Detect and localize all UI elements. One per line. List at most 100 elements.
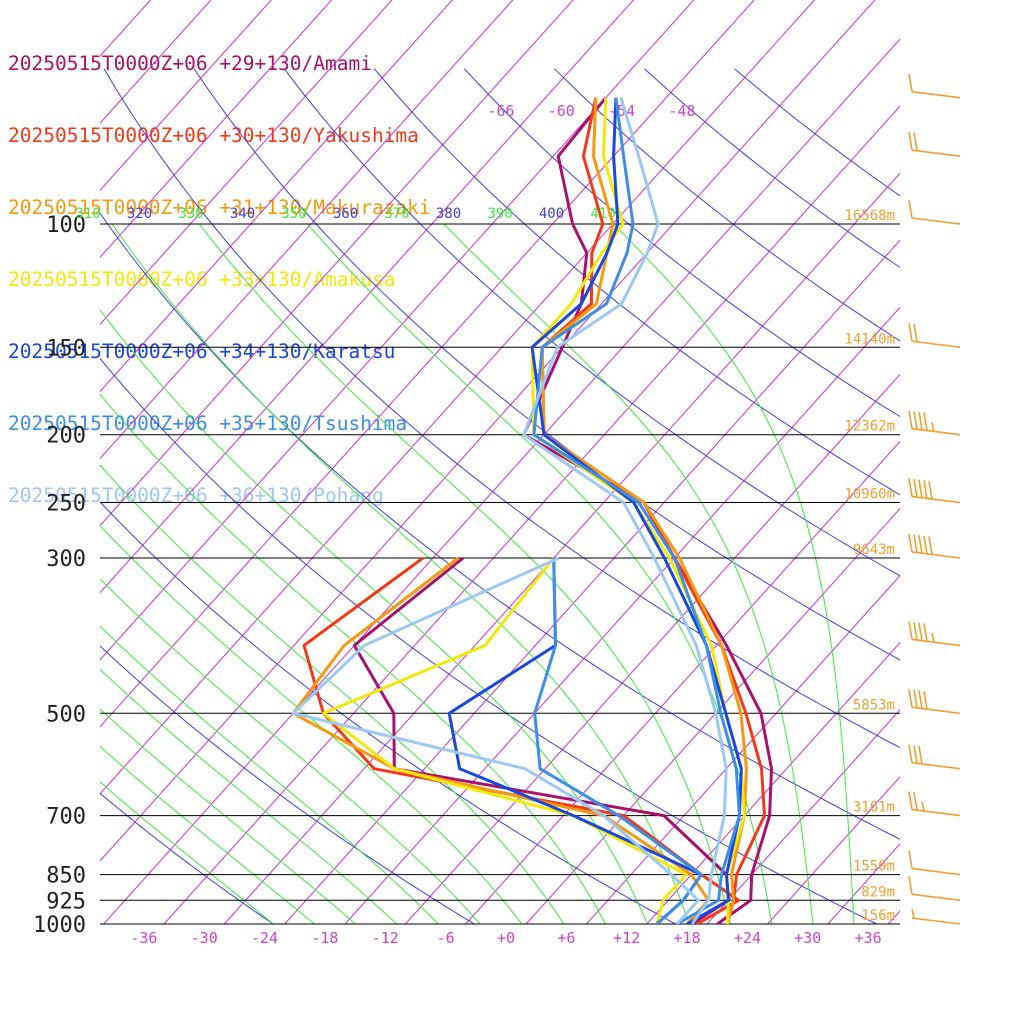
wind-barb bbox=[908, 689, 961, 715]
height-label: 5853m bbox=[853, 697, 895, 713]
moist-adiabat-line bbox=[100, 464, 565, 924]
isotherm-line bbox=[100, 0, 393, 326]
moist-adiabat-line bbox=[100, 668, 398, 924]
temperature-line bbox=[540, 97, 766, 924]
wind-barb bbox=[908, 533, 961, 559]
temperature-line bbox=[522, 97, 728, 924]
isotherm-line bbox=[100, 0, 695, 661]
height-labels: 16568m 14140m 12362m 10960m 9643m 5853m 3161m 1… bbox=[844, 208, 895, 924]
moist-adiabat-line bbox=[111, 223, 690, 924]
upper-temperature-labels: -66 -60 -54 -48 bbox=[487, 102, 695, 120]
moist-adiabat-line bbox=[100, 578, 481, 924]
legend-entry-amami: 20250515T0000Z+06 +29+130/Amami bbox=[8, 52, 372, 75]
wind-barb bbox=[908, 132, 961, 157]
temperature-line bbox=[532, 97, 741, 924]
dry-adiabat-line bbox=[373, 68, 900, 496]
moist-adiabat-line bbox=[100, 393, 607, 924]
isotherm-line bbox=[100, 0, 333, 259]
height-label: 9643m bbox=[853, 542, 895, 558]
moist-adiabat-line bbox=[443, 223, 814, 924]
isobar-lines bbox=[100, 223, 900, 925]
wind-barbs bbox=[908, 73, 961, 925]
dry-adiabat-line bbox=[100, 212, 900, 840]
temperature-tick: +18 bbox=[674, 929, 701, 947]
wind-barb bbox=[908, 410, 961, 436]
temperature-tick: -18 bbox=[311, 929, 338, 947]
dry-adiabat-line bbox=[100, 645, 476, 924]
wind-barb bbox=[911, 908, 961, 925]
isotherm-line bbox=[100, 0, 574, 527]
isotherm-line bbox=[465, 440, 900, 924]
height-label: 3161m bbox=[853, 800, 895, 816]
wind-barb bbox=[908, 478, 961, 504]
theta-label: 340 bbox=[230, 206, 255, 222]
pressure-label: 925 bbox=[46, 889, 86, 914]
isotherm-line bbox=[100, 0, 755, 728]
temperature-line bbox=[540, 97, 748, 924]
dewpoint-line bbox=[291, 556, 710, 924]
dry-adiabat-line bbox=[100, 357, 878, 924]
upper-temperature-tick: -48 bbox=[668, 102, 695, 120]
isotherm-line bbox=[100, 0, 272, 192]
legend: 20250515T0000Z+06 +29+130/Amami 20250515… bbox=[8, 4, 431, 532]
moist-adiabat-line bbox=[100, 745, 315, 924]
pressure-label: 250 bbox=[46, 492, 86, 517]
isotherm-line bbox=[586, 574, 900, 924]
dry-adiabat-line bbox=[103, 68, 900, 749]
wind-barb bbox=[908, 850, 961, 876]
moist-adiabat-lines bbox=[100, 223, 855, 924]
isotherm-line bbox=[0, 0, 19, 924]
pressure-label: 500 bbox=[46, 702, 86, 727]
temperature-tick: +30 bbox=[794, 929, 821, 947]
temperature-tick: +0 bbox=[497, 929, 515, 947]
temperature-tick: +24 bbox=[734, 929, 761, 947]
theta-label: 360 bbox=[333, 206, 358, 222]
theta-label: 310 bbox=[75, 206, 100, 222]
dewpoint-line bbox=[321, 557, 688, 924]
moist-adiabat-line bbox=[100, 309, 648, 924]
legend-entry-yakushima: 20250515T0000Z+06 +30+130/Yakushima bbox=[8, 124, 419, 147]
theta-label: 350 bbox=[281, 206, 306, 222]
isotherm-line bbox=[284, 239, 900, 924]
wind-barb bbox=[908, 621, 961, 647]
height-label: 1550m bbox=[853, 859, 895, 875]
temperature-tick: -30 bbox=[191, 929, 218, 947]
temperature-tick: -36 bbox=[130, 929, 157, 947]
isotherm-line bbox=[646, 641, 900, 924]
legend-entry-karatsu: 20250515T0000Z+06 +34+130/Karatsu bbox=[8, 340, 396, 363]
height-label: 10960m bbox=[844, 487, 895, 503]
dry-adiabat-line bbox=[283, 68, 900, 577]
isotherm-line bbox=[100, 0, 453, 393]
pressure-label: 300 bbox=[46, 547, 86, 572]
isotherm-line bbox=[525, 507, 900, 924]
dewpoint-line bbox=[291, 556, 700, 924]
upper-temperature-tick: -60 bbox=[548, 102, 575, 120]
wind-barb bbox=[908, 876, 961, 902]
isotherm-line bbox=[767, 776, 900, 924]
pressure-label: 200 bbox=[46, 424, 86, 449]
wind-barb bbox=[908, 73, 961, 99]
pressure-label: 100 bbox=[46, 213, 86, 238]
height-label: 12362m bbox=[844, 419, 895, 435]
theta-labels: 310 320 330 340 350 360 370 380 390 400 410 bbox=[75, 206, 615, 222]
dry-adiabat-line bbox=[100, 792, 274, 924]
temperature-tick: +12 bbox=[613, 929, 640, 947]
isotherm-line bbox=[103, 38, 900, 924]
temperature-tick: -12 bbox=[372, 929, 399, 947]
theta-label: 320 bbox=[127, 206, 152, 222]
wind-barb bbox=[908, 791, 961, 817]
theta-label: 330 bbox=[178, 206, 203, 222]
height-label: 829m bbox=[861, 884, 895, 900]
isotherm-line bbox=[100, 0, 816, 795]
isotherm-line bbox=[100, 0, 152, 57]
theta-label: 390 bbox=[487, 206, 512, 222]
isotherm-line bbox=[0, 0, 79, 924]
moist-adiabat-line bbox=[100, 525, 523, 924]
dewpoint-line bbox=[533, 557, 703, 924]
height-label: 16568m bbox=[844, 208, 895, 224]
temperature-line bbox=[530, 97, 743, 924]
pressure-label: 150 bbox=[46, 336, 86, 361]
isotherm-line bbox=[827, 843, 900, 924]
moist-adiabat-line bbox=[100, 781, 275, 924]
